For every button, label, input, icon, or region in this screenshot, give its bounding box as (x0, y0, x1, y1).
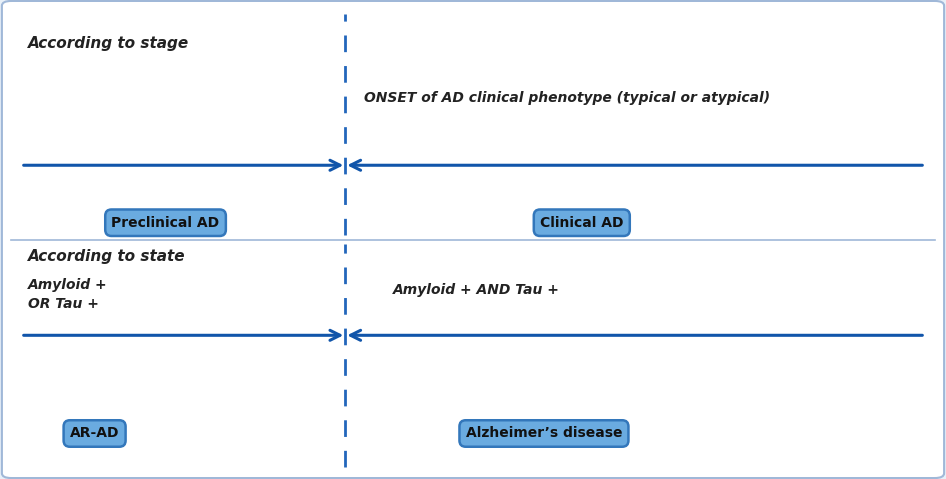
Text: Clinical AD: Clinical AD (540, 216, 623, 230)
Text: Amyloid +
OR Tau +: Amyloid + OR Tau + (28, 278, 108, 311)
Text: Alzheimer’s disease: Alzheimer’s disease (465, 426, 622, 441)
Text: ONSET of AD clinical phenotype (typical or atypical): ONSET of AD clinical phenotype (typical … (364, 91, 770, 105)
Text: According to stage: According to stage (28, 35, 189, 51)
Text: Amyloid + AND Tau +: Amyloid + AND Tau + (393, 283, 559, 297)
Text: According to state: According to state (28, 249, 186, 264)
Text: Preclinical AD: Preclinical AD (112, 216, 219, 230)
Text: AR-AD: AR-AD (70, 426, 119, 441)
